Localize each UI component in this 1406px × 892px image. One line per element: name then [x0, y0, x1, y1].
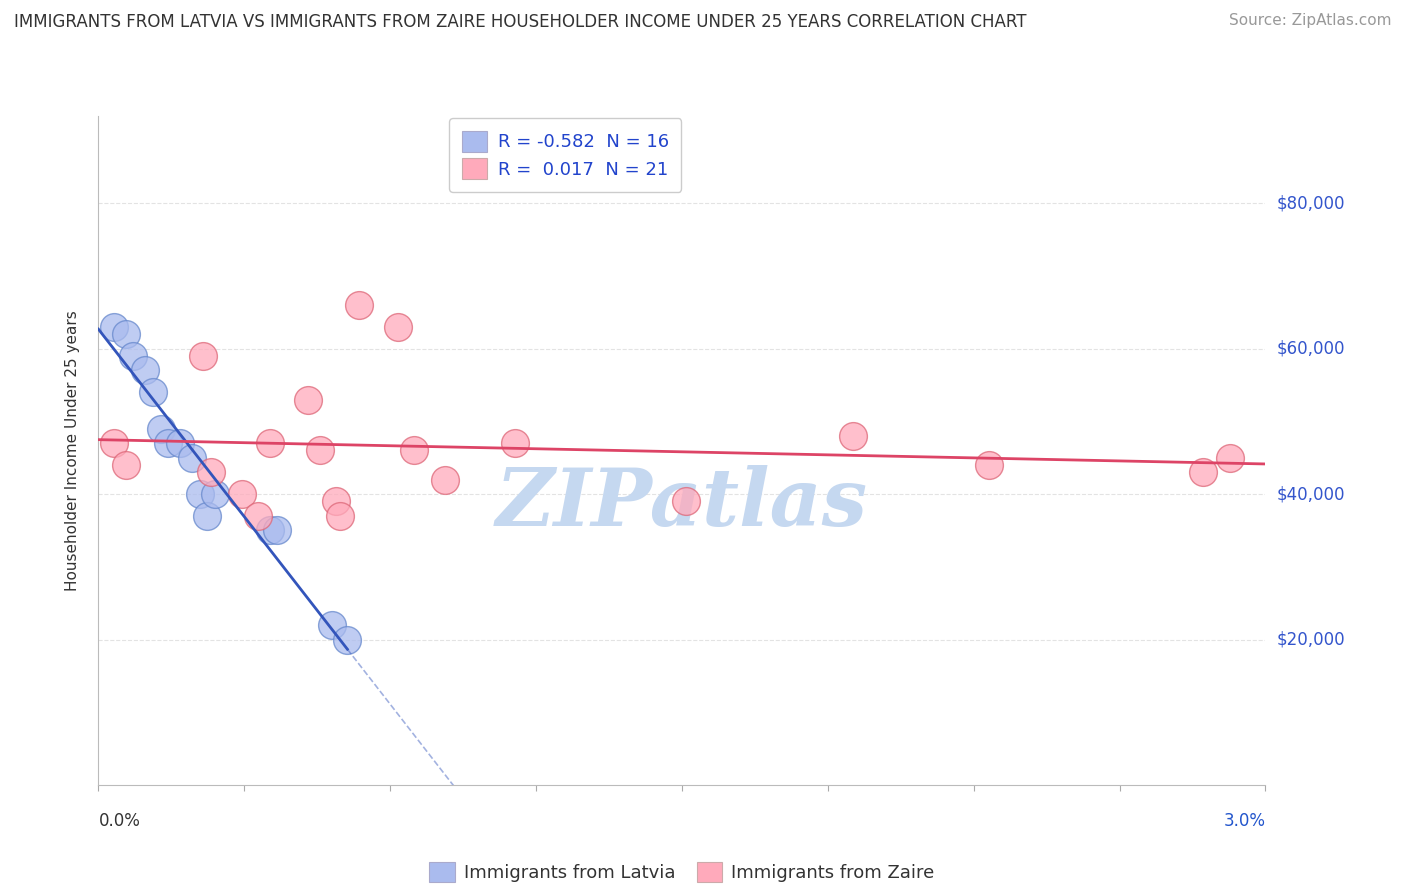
Point	[134, 363, 156, 377]
Point	[1219, 450, 1241, 465]
Point	[114, 458, 136, 472]
Point	[169, 436, 191, 450]
Point	[433, 473, 456, 487]
Point	[325, 494, 347, 508]
Point	[149, 422, 172, 436]
Point	[157, 436, 180, 450]
Text: ZIPatlas: ZIPatlas	[496, 466, 868, 542]
Point	[103, 319, 125, 334]
Text: $60,000: $60,000	[1277, 340, 1346, 358]
Point	[266, 524, 288, 538]
Text: 3.0%: 3.0%	[1223, 812, 1265, 830]
Point	[321, 618, 343, 632]
Point	[200, 465, 222, 479]
Y-axis label: Householder Income Under 25 years: Householder Income Under 25 years	[65, 310, 80, 591]
Point	[309, 443, 332, 458]
Point	[142, 385, 165, 400]
Point	[114, 327, 136, 342]
Point	[503, 436, 526, 450]
Point	[193, 349, 215, 363]
Point	[1192, 465, 1215, 479]
Point	[188, 487, 211, 501]
Point	[329, 508, 352, 523]
Point	[195, 508, 218, 523]
Point	[347, 298, 370, 312]
Legend: Immigrants from Latvia, Immigrants from Zaire: Immigrants from Latvia, Immigrants from …	[422, 855, 942, 889]
Text: Source: ZipAtlas.com: Source: ZipAtlas.com	[1229, 13, 1392, 29]
Point	[259, 524, 281, 538]
Point	[231, 487, 253, 501]
Point	[180, 450, 202, 465]
Point	[979, 458, 1001, 472]
Text: $40,000: $40,000	[1277, 485, 1346, 503]
Text: 0.0%: 0.0%	[98, 812, 141, 830]
Point	[387, 319, 409, 334]
Text: $80,000: $80,000	[1277, 194, 1346, 212]
Point	[246, 508, 269, 523]
Point	[297, 392, 319, 407]
Point	[103, 436, 125, 450]
Point	[402, 443, 425, 458]
Point	[204, 487, 226, 501]
Point	[675, 494, 697, 508]
Point	[842, 429, 865, 443]
Text: $20,000: $20,000	[1277, 631, 1346, 648]
Text: IMMIGRANTS FROM LATVIA VS IMMIGRANTS FROM ZAIRE HOUSEHOLDER INCOME UNDER 25 YEAR: IMMIGRANTS FROM LATVIA VS IMMIGRANTS FRO…	[14, 13, 1026, 31]
Point	[122, 349, 145, 363]
Point	[259, 436, 281, 450]
Point	[336, 632, 359, 647]
